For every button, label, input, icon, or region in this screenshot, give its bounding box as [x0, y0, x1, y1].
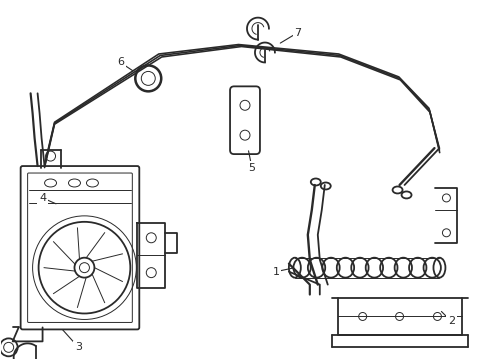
- Text: 1: 1: [272, 267, 279, 276]
- Text: 6: 6: [117, 58, 123, 67]
- Text: 3: 3: [75, 342, 82, 352]
- Text: 2: 2: [447, 316, 454, 327]
- Text: 4: 4: [39, 193, 46, 203]
- Text: 5: 5: [248, 163, 255, 173]
- Text: 7: 7: [294, 28, 301, 37]
